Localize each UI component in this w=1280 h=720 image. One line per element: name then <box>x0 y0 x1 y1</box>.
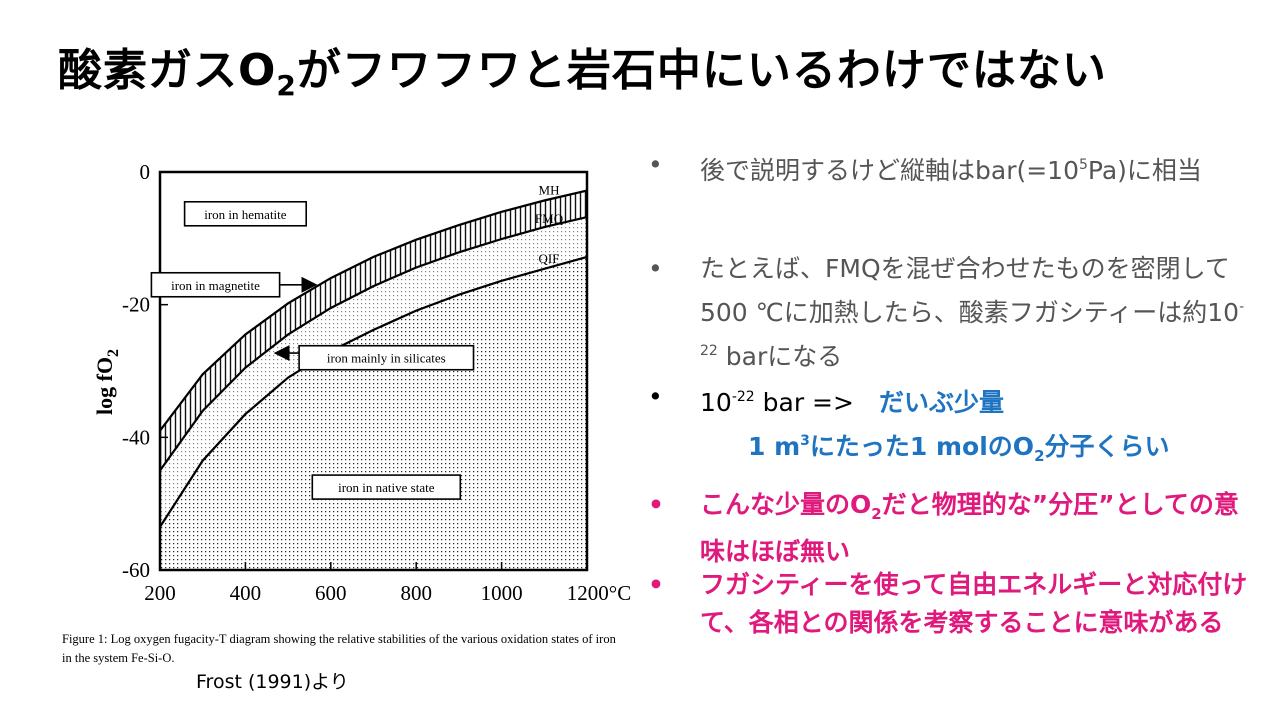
mh-fmq-band <box>160 190 587 471</box>
fo2-temperature-chart: 200 400 600 800 1000 1200°C 0 -20 -40 -60 iron in… <box>92 160 631 605</box>
series-label-mh: MH <box>539 183 560 198</box>
y-axis-label: log fO2 <box>92 349 122 415</box>
bullet-3-text: 10-22 bar => だいぶ少量 1 m3にたった1 molのO2分子くらい <box>700 378 1260 475</box>
dotted-region-lower <box>160 256 587 570</box>
series-label-qif: QIF <box>539 251 560 266</box>
bullet-5-text: フガシティーを使って自由エネルギーと対応付けて、各相との関係を考察することに意味… <box>700 570 1248 637</box>
x-tick-label: 600 <box>315 581 347 605</box>
series-label-fmq: FMQ <box>535 211 564 226</box>
field-label-text: iron in native state <box>338 480 435 495</box>
emphasis-mol-per-m3: 1 m3にたった1 molのO2分子くらい <box>748 432 1170 465</box>
bullet-dot: • <box>648 254 663 283</box>
y-tick-label: 0 <box>140 160 151 184</box>
title-subscript: 2 <box>276 69 297 102</box>
x-tick-label: 1200°C <box>567 581 631 605</box>
bullet-dot: • <box>648 490 664 519</box>
x-tick-label: 200 <box>144 581 176 605</box>
field-label-text: iron in hematite <box>204 207 287 222</box>
caption-line-2: in the system Fe-Si-O. <box>62 651 175 665</box>
y-tick-label: -40 <box>122 425 150 449</box>
x-tick-label: 800 <box>400 581 432 605</box>
field-label-frame <box>311 474 462 500</box>
field-label-box: iron in native state <box>311 474 462 500</box>
slide-title: 酸素ガスO2がフワフワと岩石中にいるわけではない <box>58 34 1107 102</box>
plot-frame <box>158 170 589 572</box>
y-axis-label-main: log fO <box>92 357 117 415</box>
title-part-b: がフワフワと岩石中にいるわけではない <box>296 45 1107 96</box>
figure-caption: Figure 1: Log oxygen fugacity-T diagram … <box>62 630 682 668</box>
figure-credit: Frost (1991)より <box>196 671 349 693</box>
field-label-frame <box>150 271 281 298</box>
title-part-a: 酸素ガスO <box>58 45 277 96</box>
caption-line-1: Figure 1: Log oxygen fugacity-T diagram … <box>62 632 616 646</box>
plot-area <box>159 189 588 570</box>
emphasis-small-amount: だいぶ少量 <box>878 388 1004 417</box>
x-tick-label: 400 <box>230 581 262 605</box>
axis-ticks: 200 400 600 800 1000 1200°C 0 -20 -40 -60 <box>122 160 631 605</box>
y-tick-label: -20 <box>122 293 150 317</box>
bullet-4-text: こんな少量のO2だと物理的な”分圧”としての意味はほぼ無い <box>700 490 1239 566</box>
series-line-mh <box>159 189 588 432</box>
series-labels: MH FMQ QIF <box>535 183 564 266</box>
field-label-text: iron in magnetite <box>171 278 260 293</box>
series-line-qif <box>159 255 588 528</box>
field-labels: iron in hematite iron in magnetite iron ma… <box>150 200 475 500</box>
field-label-frame <box>298 344 475 371</box>
bullet-dot: • <box>648 150 663 179</box>
bullet-dot: • <box>648 570 664 599</box>
field-label-box: iron in hematite <box>183 200 307 227</box>
bullet-1-text: 後で説明するけど縦軸はbar(=105Pa)に相当 <box>700 156 1202 185</box>
field-label-text: iron mainly in silicates <box>327 351 446 366</box>
y-axis-label-sub: 2 <box>105 349 122 357</box>
bullet-dot: • <box>648 382 663 411</box>
bullet-2-text: たとえば、FMQを混ぜ合わせたものを密閉して500 ℃に加熱したら、酸素フガシテ… <box>700 254 1245 371</box>
x-tick-label: 1000 <box>481 581 523 605</box>
y-tick-label: -60 <box>122 558 150 582</box>
field-label-box: iron mainly in silicates <box>298 344 475 371</box>
field-label-frame <box>183 200 307 227</box>
series-line-fmq <box>159 216 588 472</box>
field-label-box: iron in magnetite <box>150 271 281 298</box>
